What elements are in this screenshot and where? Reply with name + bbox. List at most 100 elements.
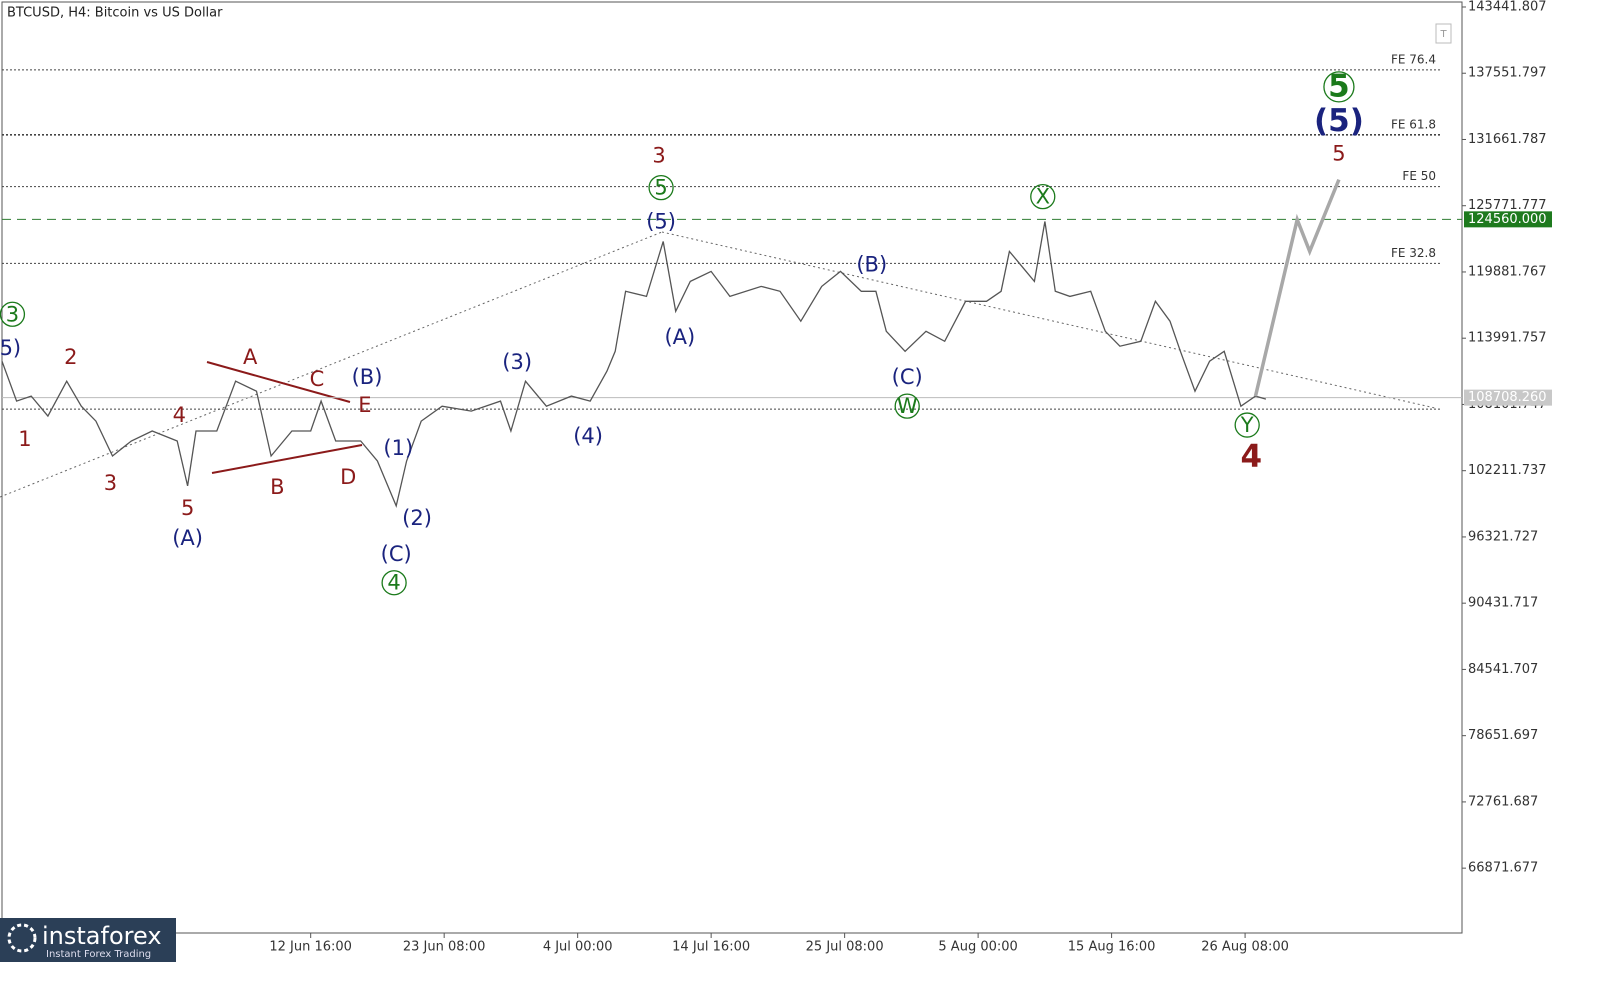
wave-circle <box>1323 71 1355 103</box>
y-tick-label: 143441.807 <box>1468 0 1547 14</box>
wave-text: 5 <box>1332 142 1345 166</box>
fibo-level-label: FE 50 <box>1402 169 1436 183</box>
wave-text: (C) <box>381 542 412 566</box>
wave-text: D <box>340 465 356 489</box>
x-tick-label: 26 Aug 08:00 <box>1201 940 1289 955</box>
wave-text: 3 <box>6 302 19 326</box>
wave-label: (4) <box>573 424 603 448</box>
wave-label: X <box>1030 183 1056 210</box>
wave-text: 3 <box>104 471 117 495</box>
wave-text: E <box>358 393 371 417</box>
y-tick-label: 137551.797 <box>1468 66 1547 81</box>
x-tick-label: 14 Jul 16:00 <box>672 940 750 955</box>
wave-text: B <box>270 475 284 499</box>
wave-text: (A) <box>664 325 695 349</box>
target-label: 124560.000 <box>1468 212 1547 227</box>
y-tick-label: 84541.707 <box>1468 662 1538 677</box>
current-price-label: 108708.260 <box>1468 390 1547 405</box>
wave-text: (B) <box>856 252 887 276</box>
y-tick-label: 78651.697 <box>1468 728 1538 743</box>
wave-label: Y <box>1234 412 1260 438</box>
target-box <box>1464 211 1552 228</box>
wave-text: 5 <box>1328 68 1350 104</box>
y-tick-label: 119881.767 <box>1468 264 1547 279</box>
plot-frame <box>1 1 1463 934</box>
wave-text: (4) <box>573 424 603 448</box>
wave-circle <box>894 393 920 419</box>
x-tick-label: 15 Aug 16:00 <box>1068 940 1156 955</box>
y-tick-label: 113991.757 <box>1468 331 1547 346</box>
wave-label: 5) <box>0 336 21 360</box>
wave-label: A <box>243 345 258 369</box>
wave-label: 5 <box>1332 142 1345 166</box>
wave-text: 3 <box>652 144 665 168</box>
wave-text: 4 <box>1241 438 1263 474</box>
y-tick-label: 96321.727 <box>1468 529 1538 544</box>
fibo-level-label: FE 76.4 <box>1391 52 1436 66</box>
logo-icon <box>7 923 37 953</box>
wave-text: Y <box>1240 413 1254 437</box>
wave-text: (5) <box>646 209 676 233</box>
wave-label: D <box>340 465 356 489</box>
x-tick-label: 12 Jun 16:00 <box>269 940 352 955</box>
logo-bg <box>0 918 176 962</box>
wave-circle <box>0 301 26 327</box>
y-tick-label: 131661.787 <box>1468 132 1547 147</box>
toolbar-icon-glyph: T <box>1439 29 1447 40</box>
x-tick-label: 23 Jun 08:00 <box>403 940 486 955</box>
trend-line <box>0 231 663 498</box>
wave-label: (3) <box>502 350 532 374</box>
wave-circle <box>1030 183 1056 210</box>
wave-label: (B) <box>856 252 887 276</box>
chart-title: BTCUSD, H4: Bitcoin vs US Dollar <box>7 6 223 21</box>
x-tick-label: 4 Jul 00:00 <box>543 940 613 955</box>
y-tick-label: 102211.737 <box>1468 463 1547 478</box>
wave-text: X <box>1036 185 1050 209</box>
wave-text: (B) <box>352 365 383 389</box>
wave-label: (B) <box>352 365 383 389</box>
wave-label: (5) <box>646 209 676 233</box>
wave-text: C <box>310 367 325 391</box>
y-tick-label: 66871.677 <box>1468 861 1538 876</box>
wave-label: C <box>310 367 325 391</box>
wave-text: (1) <box>383 436 413 460</box>
triangle-line <box>206 361 351 403</box>
y-tick-label: 72761.687 <box>1468 794 1538 809</box>
y-tick-label: 90431.717 <box>1468 596 1538 611</box>
wave-text: (5) <box>1314 103 1364 139</box>
wave-text: (2) <box>402 506 432 530</box>
wave-text: 5 <box>181 496 194 520</box>
wave-text: 1 <box>18 427 31 451</box>
wave-circle <box>381 570 407 596</box>
wave-label: 4 <box>1241 438 1263 474</box>
logo-tagline: Instant Forex Trading <box>46 949 151 960</box>
wave-label: (1) <box>383 436 413 460</box>
wave-label: 1 <box>18 427 31 451</box>
wave-label: (A) <box>664 325 695 349</box>
wave-text: (A) <box>172 526 203 550</box>
wave-label: 5 <box>648 174 674 201</box>
wave-text: (C) <box>892 365 923 389</box>
forecast-line <box>1253 178 1341 397</box>
toolbar-icon[interactable] <box>1435 23 1452 44</box>
wave-label: (C) <box>892 365 923 389</box>
wave-text: 4 <box>173 403 186 427</box>
x-tick-label: 5 Aug 00:00 <box>938 940 1017 955</box>
price-line <box>1 221 1267 509</box>
triangle-line <box>211 444 363 474</box>
wave-label: 3 <box>652 144 665 168</box>
logo: instaforex Instant Forex Trading <box>0 918 176 962</box>
wave-label: (5) <box>1314 103 1364 139</box>
fibo-level-label: FE 61.8 <box>1391 117 1436 131</box>
wave-circle <box>648 174 674 201</box>
wave-text: 2 <box>64 345 77 369</box>
wave-text: 4 <box>387 571 400 595</box>
wave-text: W <box>897 394 918 418</box>
wave-label: 2 <box>64 345 77 369</box>
wave-label: 5 <box>1323 68 1355 104</box>
wave-label: E <box>358 393 371 417</box>
wave-label: 4 <box>381 570 407 596</box>
wave-text: (3) <box>502 350 532 374</box>
wave-label: B <box>270 475 284 499</box>
wave-label: 4 <box>173 403 186 427</box>
